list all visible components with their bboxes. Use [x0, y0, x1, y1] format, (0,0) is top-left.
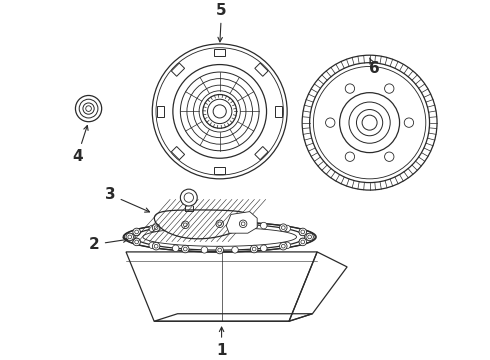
Polygon shape: [126, 252, 317, 321]
Circle shape: [280, 224, 287, 231]
Polygon shape: [172, 63, 185, 76]
Circle shape: [385, 84, 394, 93]
Polygon shape: [255, 147, 268, 160]
Circle shape: [284, 225, 291, 232]
Polygon shape: [255, 63, 268, 76]
Circle shape: [201, 247, 208, 253]
Circle shape: [299, 228, 307, 236]
Circle shape: [404, 118, 414, 127]
Circle shape: [126, 233, 134, 241]
Circle shape: [149, 225, 155, 232]
Polygon shape: [226, 212, 257, 233]
Circle shape: [152, 224, 160, 231]
Circle shape: [356, 109, 383, 136]
Text: 2: 2: [89, 237, 128, 252]
Circle shape: [240, 220, 247, 228]
Circle shape: [306, 233, 314, 241]
Circle shape: [128, 234, 135, 240]
Circle shape: [299, 238, 307, 246]
Circle shape: [302, 55, 437, 190]
Circle shape: [182, 245, 189, 253]
Circle shape: [182, 221, 189, 229]
Polygon shape: [154, 210, 252, 239]
Circle shape: [152, 242, 160, 250]
Circle shape: [149, 242, 155, 249]
Polygon shape: [124, 222, 315, 252]
Circle shape: [261, 222, 267, 229]
Polygon shape: [143, 228, 296, 246]
Circle shape: [250, 245, 258, 253]
Circle shape: [345, 84, 355, 93]
Polygon shape: [172, 147, 185, 160]
Circle shape: [180, 189, 197, 206]
Text: 4: 4: [72, 126, 88, 164]
Circle shape: [284, 242, 291, 249]
Circle shape: [134, 229, 140, 236]
Circle shape: [299, 238, 306, 245]
Circle shape: [232, 221, 238, 227]
Polygon shape: [289, 252, 347, 321]
Text: 5: 5: [216, 3, 227, 42]
Polygon shape: [154, 314, 313, 321]
Polygon shape: [214, 49, 225, 56]
Circle shape: [201, 221, 208, 227]
Circle shape: [325, 118, 335, 127]
Circle shape: [299, 229, 306, 236]
Circle shape: [216, 246, 223, 254]
Circle shape: [152, 44, 287, 179]
Circle shape: [250, 221, 258, 229]
Circle shape: [172, 245, 179, 252]
Circle shape: [261, 245, 267, 252]
Circle shape: [280, 242, 287, 250]
Circle shape: [133, 228, 140, 236]
Circle shape: [345, 152, 355, 161]
Text: 1: 1: [216, 327, 227, 358]
Polygon shape: [275, 106, 282, 117]
Circle shape: [133, 238, 140, 246]
Text: 6: 6: [369, 58, 380, 76]
Text: 3: 3: [105, 187, 149, 212]
Circle shape: [184, 193, 194, 202]
Circle shape: [232, 247, 238, 253]
Circle shape: [216, 220, 223, 228]
Circle shape: [172, 222, 179, 229]
Polygon shape: [157, 106, 165, 117]
Circle shape: [134, 238, 140, 245]
Polygon shape: [214, 167, 225, 174]
Circle shape: [75, 95, 102, 122]
Circle shape: [304, 234, 311, 240]
Circle shape: [385, 152, 394, 161]
